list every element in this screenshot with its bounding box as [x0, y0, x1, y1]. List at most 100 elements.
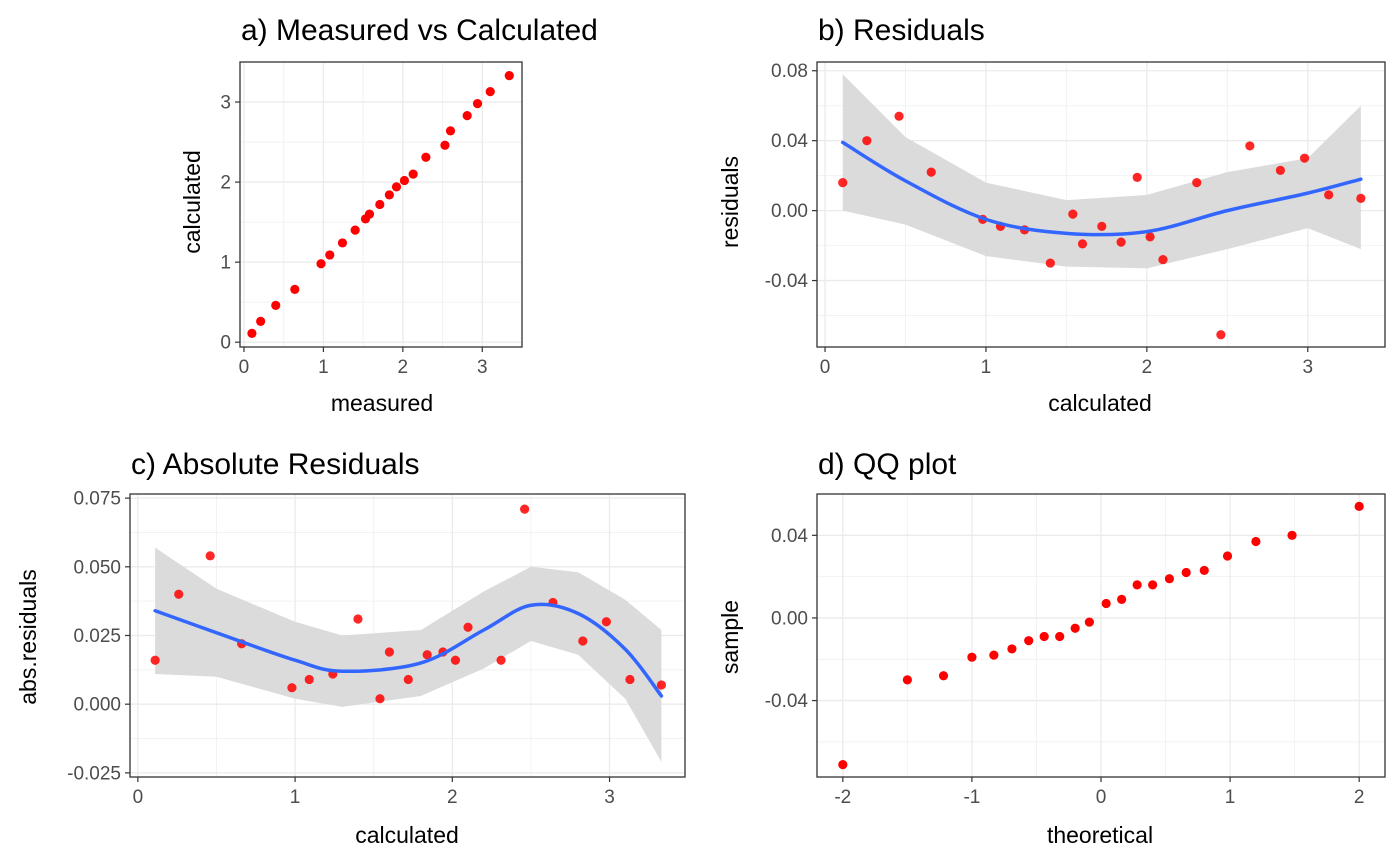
panel-d-xlabel: theoretical	[1047, 822, 1153, 848]
panel-d-plot: -2 -1 0 1 2 -0.04 0.00 0.04	[765, 493, 1386, 808]
panel-d-y-tick-label: 0.00	[771, 608, 808, 629]
panel-a-data-point	[375, 199, 385, 210]
panel-d-x-tick-label: 0	[1096, 787, 1107, 808]
panel-b-data-point	[1245, 141, 1255, 151]
panel-c-data-point	[656, 680, 667, 690]
panel-c-data-point	[625, 674, 635, 685]
panel-d-data-point	[1287, 530, 1297, 540]
panel-d-data-point	[1251, 536, 1261, 547]
panel-d-y-tick-label: 0.04	[771, 526, 808, 547]
panel-d-data-point	[1148, 580, 1158, 590]
panel-a-data-point	[350, 225, 360, 235]
panel-b-data-point	[1192, 178, 1202, 188]
panel-a-data-point	[337, 238, 348, 248]
panel-c-data-point	[520, 504, 530, 514]
panel-d: d) QQ plot -2 -1 0 1 2 -0.04 0.00 0.04 theoreti…	[717, 448, 1386, 848]
panel-b-data-point	[1132, 172, 1142, 182]
panel-d-data-point	[1084, 617, 1094, 627]
panel-c-y-tick-label: -0.025	[67, 763, 121, 784]
panel-a-title: a) Measured vs Calculated	[241, 14, 598, 47]
panel-c-data-point	[375, 694, 385, 704]
panel-b-data-point	[1275, 165, 1286, 176]
panel-a-data-point	[440, 140, 450, 150]
panel-c-x-tick-label: 0	[133, 787, 144, 808]
panel-c-title: c) Absolute Residuals	[131, 448, 420, 481]
panel-d-x-tick-label: -2	[834, 787, 851, 808]
panel-b-smooth-line	[840, 140, 1363, 237]
panel-a-data-point	[391, 182, 402, 192]
panel-c-y-tick-label: 0.025	[73, 626, 121, 647]
panel-d-data-point	[1101, 598, 1111, 609]
panel-b-data-point	[1068, 209, 1078, 219]
panel-a-data-point	[399, 175, 410, 186]
panel-c-plot: 0 1 2 3 -0.025 0.000 0.025 0.050 0.075	[67, 489, 686, 808]
panel-a-y-tick-label: 0	[220, 333, 231, 354]
panel-c-y-tick-label: 0.050	[73, 557, 121, 578]
panel-b-x-tick-label: 3	[1302, 357, 1313, 378]
panel-b-plot: 0 1 2 3 -0.04 0.00 0.04 0.08	[765, 61, 1386, 378]
panel-b-data-point	[1356, 193, 1366, 203]
panel-d-data-point	[1199, 565, 1209, 576]
panel-c-data-point	[174, 589, 184, 599]
panel-d-data-point	[967, 652, 977, 662]
panel-b-data-point	[1299, 153, 1310, 163]
panel-d-data-point	[1132, 580, 1142, 590]
panel-a-xlabel: measured	[331, 390, 433, 416]
panel-d-data-point	[1117, 594, 1127, 604]
panel-b-data-point	[1158, 254, 1168, 265]
panel-d-title: d) QQ plot	[818, 448, 957, 481]
panel-a-x-tick-label: 3	[477, 357, 488, 378]
panel-c-confidence-band	[155, 547, 662, 762]
panel-b-data-point	[1324, 190, 1334, 200]
panel-b-data-point	[862, 136, 872, 146]
panel-d-data-point	[1070, 623, 1080, 633]
panel-c-data-point	[422, 650, 432, 660]
panel-c-data-point	[205, 551, 215, 561]
panel-a-plot: 0 1 2 3 0 1 2 3	[220, 61, 523, 378]
panel-d-data-point	[1354, 501, 1364, 511]
panel-b-data-point	[894, 111, 904, 121]
panel-b-data-point	[1145, 232, 1155, 242]
panel-a-data-point	[421, 152, 431, 162]
panel-c-ylabel: abs.residuals	[15, 569, 41, 705]
panel-b-y-tick-label: 0.04	[771, 131, 808, 152]
panel-b-data-point	[1045, 258, 1055, 268]
panel-c-y-tick-label: 0.075	[73, 489, 121, 510]
panel-a-data-point	[462, 111, 472, 121]
panel-c-y-tick-label: 0.000	[73, 695, 121, 716]
panel-d-data-point	[989, 650, 999, 660]
panel-d-data-point	[1039, 631, 1049, 642]
panel-b-ylabel: residuals	[717, 156, 743, 248]
panel-b-title: b) Residuals	[818, 14, 985, 47]
panel-a-data-point	[290, 284, 300, 294]
panel-c-x-tick-label: 2	[447, 787, 458, 808]
panel-c-data-point	[601, 617, 611, 627]
panel-a-ylabel: calculated	[179, 150, 205, 254]
panel-c-data-point	[287, 683, 297, 693]
panel-b-xlabel: calculated	[1048, 390, 1152, 416]
panel-c-data-point	[450, 655, 461, 665]
panel-a-data-point	[316, 259, 326, 269]
panel-b-data-point	[926, 167, 936, 177]
panel-c: c) Absolute Residuals 0 1 2 3 -0.025 0.000 0.0…	[15, 448, 686, 848]
panel-c-smooth-line	[153, 602, 664, 698]
panel-a-x-tick-label: 1	[318, 357, 329, 378]
panel-a-x-tick-label: 0	[239, 357, 250, 378]
panel-c-data-point	[384, 647, 395, 657]
panel-a-x-tick-label: 2	[398, 357, 409, 378]
panel-c-x-tick-label: 1	[290, 787, 301, 808]
panel-d-data-point	[838, 760, 848, 770]
panel-d-data-point	[1164, 574, 1175, 584]
panel-a-data-point	[364, 209, 375, 219]
panel-d-y-tick-label: -0.04	[765, 691, 809, 712]
panel-b-data-point	[1097, 221, 1107, 231]
panel-d-x-tick-label: -1	[963, 787, 980, 808]
panel-a-data-point	[472, 99, 483, 109]
panel-c-data-point	[496, 655, 506, 665]
panel-b-y-tick-label: 0.00	[771, 201, 808, 222]
panel-c-data-point	[403, 674, 413, 685]
panel-c-data-point	[463, 622, 473, 632]
panel-b-y-tick-label: -0.04	[765, 271, 809, 292]
panel-c-data-point	[304, 674, 314, 685]
panel-d-data-point	[1181, 567, 1191, 578]
